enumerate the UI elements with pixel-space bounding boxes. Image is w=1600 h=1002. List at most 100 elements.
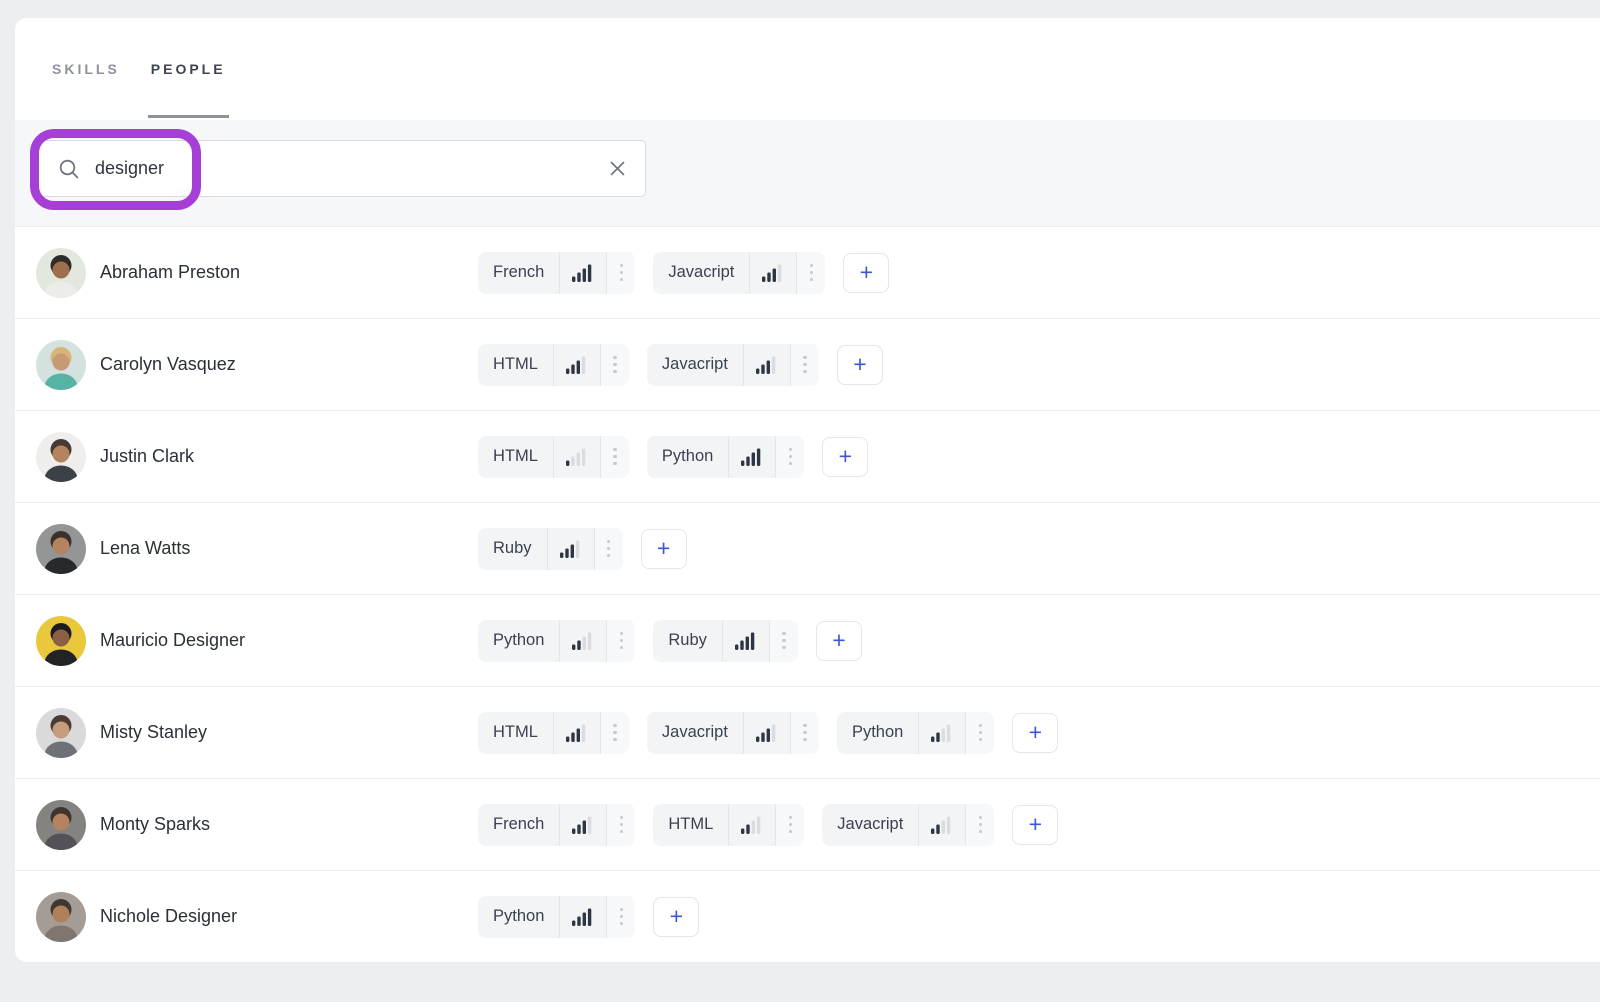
chip-menu-icon[interactable] [607, 251, 636, 294]
menu-dot [606, 539, 611, 544]
skill-label: HTML [668, 815, 714, 833]
skill-level-bars-icon [744, 344, 790, 386]
menu-dot [619, 263, 624, 268]
people-list: Abraham Preston French Javacript + Carolyn … [15, 226, 1600, 962]
menu-dot [619, 277, 624, 282]
chip-menu-icon[interactable] [607, 619, 636, 662]
add-skill-button[interactable]: + [836, 344, 883, 385]
chip-menu-icon[interactable] [966, 711, 995, 754]
chip-divider [599, 343, 601, 386]
skill-level-bars-icon [750, 252, 796, 294]
menu-dot [613, 362, 617, 367]
menu-dot [613, 355, 617, 360]
chip-divider [559, 251, 561, 294]
chip-divider [606, 619, 608, 662]
menu-dot [619, 914, 624, 919]
chip-menu-icon[interactable] [607, 895, 636, 938]
chip-divider [606, 803, 608, 846]
avatar [36, 891, 86, 942]
add-skill-button[interactable]: + [640, 528, 687, 569]
chip-divider [775, 803, 777, 846]
magnifier-icon [58, 158, 80, 180]
skill-level-bars-icon [560, 252, 606, 294]
chip-menu-icon[interactable] [600, 343, 629, 386]
chip-menu-icon[interactable] [797, 251, 826, 294]
skill-chip: Javacript [646, 343, 819, 386]
skill-chips: Python + [478, 895, 700, 938]
person-row: Misty Stanley HTML Javacript Python + [15, 686, 1600, 778]
chip-menu-icon[interactable] [790, 711, 819, 754]
chip-divider [552, 711, 554, 754]
menu-dot [803, 355, 807, 360]
menu-dot [803, 737, 807, 742]
x-icon [609, 160, 626, 177]
chip-divider [606, 895, 608, 938]
skill-level-bars-icon [919, 804, 965, 846]
chip-menu-icon[interactable] [600, 711, 629, 754]
add-skill-button[interactable]: + [815, 620, 862, 661]
person-name: Monty Sparks [100, 814, 211, 834]
chip-menu-icon[interactable] [600, 435, 629, 478]
chip-menu-icon[interactable] [776, 803, 805, 846]
chip-divider [606, 251, 608, 294]
person-info: Monty Sparks [36, 799, 478, 850]
skill-chip: Python [478, 895, 636, 938]
skill-level-bars-icon [723, 620, 769, 662]
menu-dot [788, 815, 793, 820]
tab-skills[interactable]: SKILLS [52, 61, 120, 77]
skill-chip: HTML [478, 711, 629, 754]
menu-dot [788, 454, 793, 459]
skill-level-bars-icon [554, 712, 600, 754]
person-info: Carolyn Vasquez [36, 339, 478, 390]
skill-chip: Javacript [822, 803, 995, 846]
menu-dot [788, 822, 793, 827]
chip-menu-icon[interactable] [776, 435, 805, 478]
chip-divider [552, 435, 554, 478]
clear-search-button[interactable] [597, 149, 637, 189]
search-input[interactable] [93, 157, 597, 180]
skill-level-bars-icon [729, 436, 775, 478]
menu-dot [788, 447, 793, 452]
chip-menu-icon[interactable] [966, 803, 995, 846]
skill-chips: French Javacript + [478, 251, 890, 294]
chip-menu-icon[interactable] [594, 527, 623, 570]
person-name: Abraham Preston [100, 262, 241, 282]
tab-people[interactable]: PEOPLE [147, 18, 229, 120]
person-row: Carolyn Vasquez HTML Javacript + [15, 318, 1600, 410]
skill-chips: French HTML Javacript + [478, 803, 1059, 846]
skill-chips: HTML Javacript + [478, 343, 883, 386]
add-skill-button[interactable]: + [843, 252, 890, 293]
menu-dot [782, 631, 786, 636]
chip-divider [593, 527, 595, 570]
add-skill-button[interactable]: + [822, 436, 869, 477]
skill-chip: HTML [653, 803, 805, 846]
main-panel: SKILLS PEOPLE [15, 18, 1600, 962]
menu-dot [619, 921, 624, 926]
skill-chips: HTML Javacript Python + [478, 711, 1059, 754]
chip-divider [559, 895, 561, 938]
skill-level-bars-icon [554, 344, 600, 386]
person-info: Mauricio Designer [36, 615, 478, 666]
person-row: Justin Clark HTML Python + [15, 410, 1600, 502]
tab-bar: SKILLS PEOPLE [15, 18, 1600, 120]
add-skill-button[interactable]: + [1012, 712, 1059, 753]
chip-menu-icon[interactable] [769, 619, 798, 662]
add-skill-button[interactable]: + [653, 896, 700, 937]
person-info: Abraham Preston [36, 247, 478, 298]
skill-label: Ruby [493, 539, 532, 557]
skill-label: Python [661, 447, 714, 465]
add-skill-button[interactable]: + [1012, 804, 1059, 845]
menu-dot [803, 723, 807, 728]
avatar [36, 615, 86, 666]
avatar [36, 523, 86, 574]
skill-level-bars-icon [919, 712, 965, 754]
skill-label: Python [493, 631, 545, 649]
chip-divider [749, 251, 751, 294]
chip-divider [742, 343, 744, 386]
skill-chips: HTML Python + [478, 435, 869, 478]
chip-menu-icon[interactable] [607, 803, 636, 846]
chip-divider [559, 803, 561, 846]
chip-menu-icon[interactable] [790, 343, 819, 386]
menu-dot [978, 815, 983, 820]
menu-dot [803, 369, 807, 374]
